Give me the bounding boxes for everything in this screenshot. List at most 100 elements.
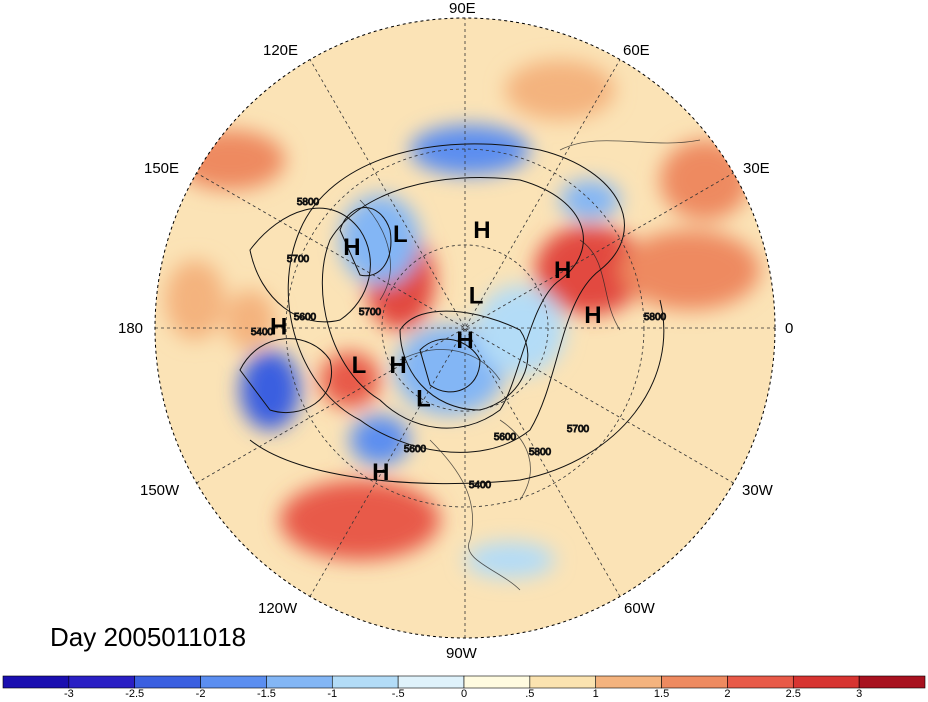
colorbar-tick-label: 3 [856, 688, 863, 700]
height-contour [419, 338, 481, 393]
height-contour [249, 299, 665, 485]
coastline-segment [359, 199, 391, 301]
lon-label-90w: 90W [446, 645, 477, 662]
colorbar-swatch [792, 675, 860, 689]
anomaly-blob [240, 350, 300, 430]
anomaly-blob [535, 225, 645, 315]
high-pressure-marker: H [270, 313, 287, 340]
lon-label-180: 180 [118, 320, 144, 337]
height-contour [249, 207, 371, 323]
colorbar-tick-label: -2 [195, 688, 206, 700]
coastline-segment [429, 439, 521, 591]
high-pressure-marker: H [456, 327, 473, 354]
low-pressure-marker: L [393, 221, 408, 248]
parallel [381, 244, 549, 412]
low-pressure-marker: L [352, 352, 367, 379]
high-pressure-marker: H [584, 302, 601, 329]
contour-label: 5600 [294, 312, 317, 323]
contour-label: 5700 [567, 424, 590, 435]
coastlines [359, 139, 701, 591]
high-pressure-marker: H [473, 217, 490, 244]
map-title: Day 2005011018 [50, 622, 247, 652]
anomaly-blob [320, 352, 380, 408]
anomaly-blob [350, 415, 410, 465]
high-pressure-marker: H [343, 234, 360, 261]
meridian [309, 59, 621, 597]
colorbar-swatch [200, 675, 267, 689]
lon-label-30e: 30E [743, 160, 770, 177]
anomaly-blob [175, 130, 285, 190]
high-pressure-marker: H [389, 352, 406, 379]
meridian [309, 59, 621, 597]
lon-label-60e: 60E [623, 42, 650, 59]
colorbar-swatch [595, 675, 662, 689]
temperature-anomaly-field [165, 60, 760, 578]
colorbar-swatch [397, 675, 465, 689]
colorbar-swatch [331, 675, 399, 689]
anomaly-blob [620, 230, 760, 310]
meridian [196, 172, 734, 484]
coastline-segment [399, 349, 501, 381]
coastline-segment [499, 419, 531, 501]
colorbar-tick-label: -.5 [391, 688, 405, 700]
geopotential-height-contours: 5800 5700 5600 5400 5700 5600 5800 5400 5800 5600… [239, 143, 667, 492]
contour-label: 5600 [404, 444, 427, 455]
meridian [196, 172, 734, 484]
lon-label-120e: 120E [263, 42, 299, 59]
contour-label: 5800 [297, 197, 320, 208]
anomaly-blob [225, 290, 275, 350]
low-pressure-marker: L [469, 283, 484, 310]
anomaly-blob [340, 195, 420, 285]
anomaly-blob [410, 125, 530, 175]
anomaly-blob [280, 480, 440, 560]
colorbar-tick-label: 1.5 [653, 688, 670, 700]
colorbar-swatch [463, 675, 531, 689]
colorbar-tick-label: 2.5 [785, 688, 801, 700]
height-contour [239, 338, 333, 414]
lon-label-150e: 150E [144, 160, 180, 177]
contour-label: 5600 [494, 432, 517, 443]
lon-label-90e: 90E [449, 0, 476, 17]
anomaly-blob [505, 60, 615, 120]
colorbar-swatch [134, 675, 201, 689]
colorbar-swatch [529, 675, 597, 689]
anomaly-blob [660, 140, 750, 220]
anomaly-blob [560, 180, 620, 220]
high-pressure-marker: H [554, 257, 571, 284]
colorbar-tick-label: -2.5 [125, 688, 145, 700]
contour-label: 5700 [287, 254, 310, 265]
colorbar-tick-label: 1 [592, 688, 599, 700]
colorbar [2, 675, 926, 689]
colorbar-tick-label: -1.5 [256, 688, 276, 700]
height-contour [321, 177, 584, 429]
contour-label: 5400 [469, 480, 492, 491]
lon-label-60w: 60W [624, 600, 655, 617]
lon-label-0: 0 [785, 320, 794, 337]
colorbar-swatch [2, 675, 70, 689]
height-contour [399, 310, 529, 411]
colorbar-swatch [727, 675, 794, 689]
colorbar-tick-label: .5 [525, 688, 535, 700]
contour-label: 5800 [644, 312, 667, 323]
low-pressure-marker: L [416, 385, 431, 412]
lon-label-150w: 150W [140, 482, 180, 499]
height-contour [287, 143, 625, 453]
colorbar-swatch [858, 675, 926, 689]
anomaly-blob [165, 260, 225, 340]
high-pressure-marker: H [372, 459, 389, 486]
contour-label: 5700 [359, 307, 382, 318]
graticule [155, 18, 775, 638]
lon-label-120w: 120W [258, 600, 298, 617]
anomaly-blob [465, 542, 555, 578]
lon-label-30w: 30W [742, 482, 773, 499]
contour-label: 5800 [529, 447, 552, 458]
colorbar-tick-label: 0 [460, 688, 468, 700]
colorbar-swatch [266, 675, 333, 689]
contour-label: 5400 [251, 327, 274, 338]
parallel [285, 148, 645, 508]
colorbar-tick-label: 2 [724, 688, 731, 700]
map-boundary [154, 17, 776, 639]
colorbar-tick-label: -3 [63, 688, 74, 700]
